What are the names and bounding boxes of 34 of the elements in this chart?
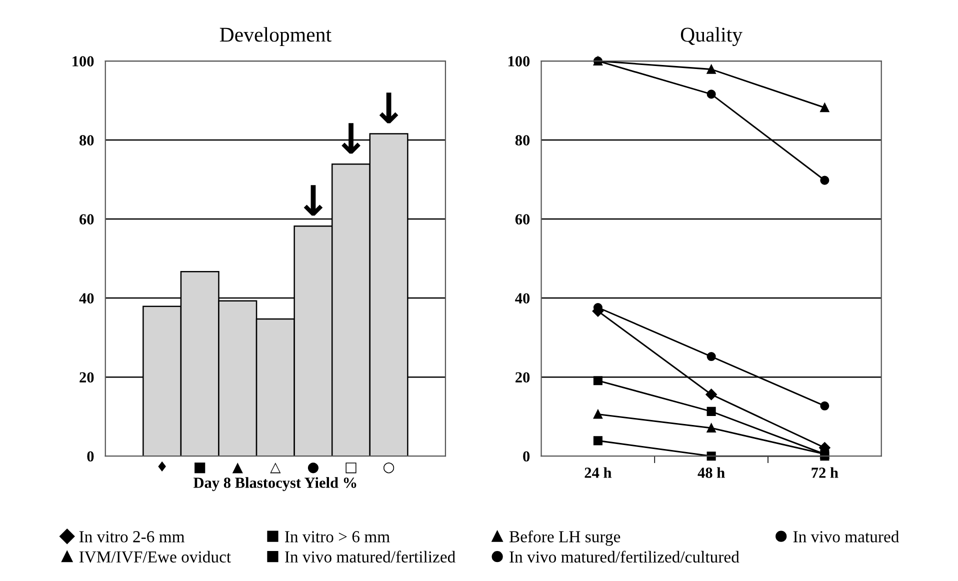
- x-tick-label: ♦: [158, 461, 166, 472]
- x-tick-label: △: [270, 462, 281, 474]
- x-tick-label: ○: [383, 462, 394, 474]
- y-tick-label: 100: [72, 56, 94, 66]
- y-tick-label: 0: [523, 451, 530, 462]
- annotation: ↓: [304, 185, 323, 216]
- x-axis-title: Day 8 Blastocyst Yield %: [194, 477, 356, 492]
- x-tick-label: 24 h: [584, 467, 612, 478]
- annotation: ↓: [379, 92, 398, 124]
- y-tick-label: 20: [516, 372, 530, 383]
- x-tick-label: ▲: [232, 462, 243, 474]
- x-tick-label: 48 h: [698, 467, 725, 478]
- x-tick-label: ■: [194, 462, 206, 474]
- y-tick-label: 100: [508, 56, 530, 66]
- legend-label: IVM/IVF/Ewe oviduct: [79, 550, 231, 563]
- legend-label: In vitro 2-6 mm: [79, 531, 185, 542]
- y-tick-label: 20: [80, 372, 94, 383]
- legend-label: In vivo matured: [793, 530, 900, 542]
- legend-label: Before LH surge: [509, 530, 620, 546]
- legend-label: In vitro > 6 mm: [285, 531, 390, 542]
- y-tick-label: 80: [80, 135, 94, 146]
- x-tick-label: □: [346, 462, 356, 474]
- x-tick-label: 72 h: [812, 467, 838, 478]
- y-tick-label: 60: [515, 214, 530, 224]
- y-tick-label: 0: [87, 451, 94, 462]
- x-tick-label: ●: [308, 462, 319, 474]
- y-tick-label: 60: [80, 214, 94, 224]
- legend-label: In vivo matured/fertilized/cultured: [510, 550, 740, 563]
- y-tick-label: 80: [515, 135, 530, 146]
- y-tick-label: 40: [515, 293, 530, 304]
- legend-label: In vivo matured/fertilized: [285, 550, 456, 563]
- y-tick-label: 40: [79, 293, 94, 304]
- chart-title: Quality: [680, 27, 742, 46]
- chart-title: Development: [220, 27, 332, 46]
